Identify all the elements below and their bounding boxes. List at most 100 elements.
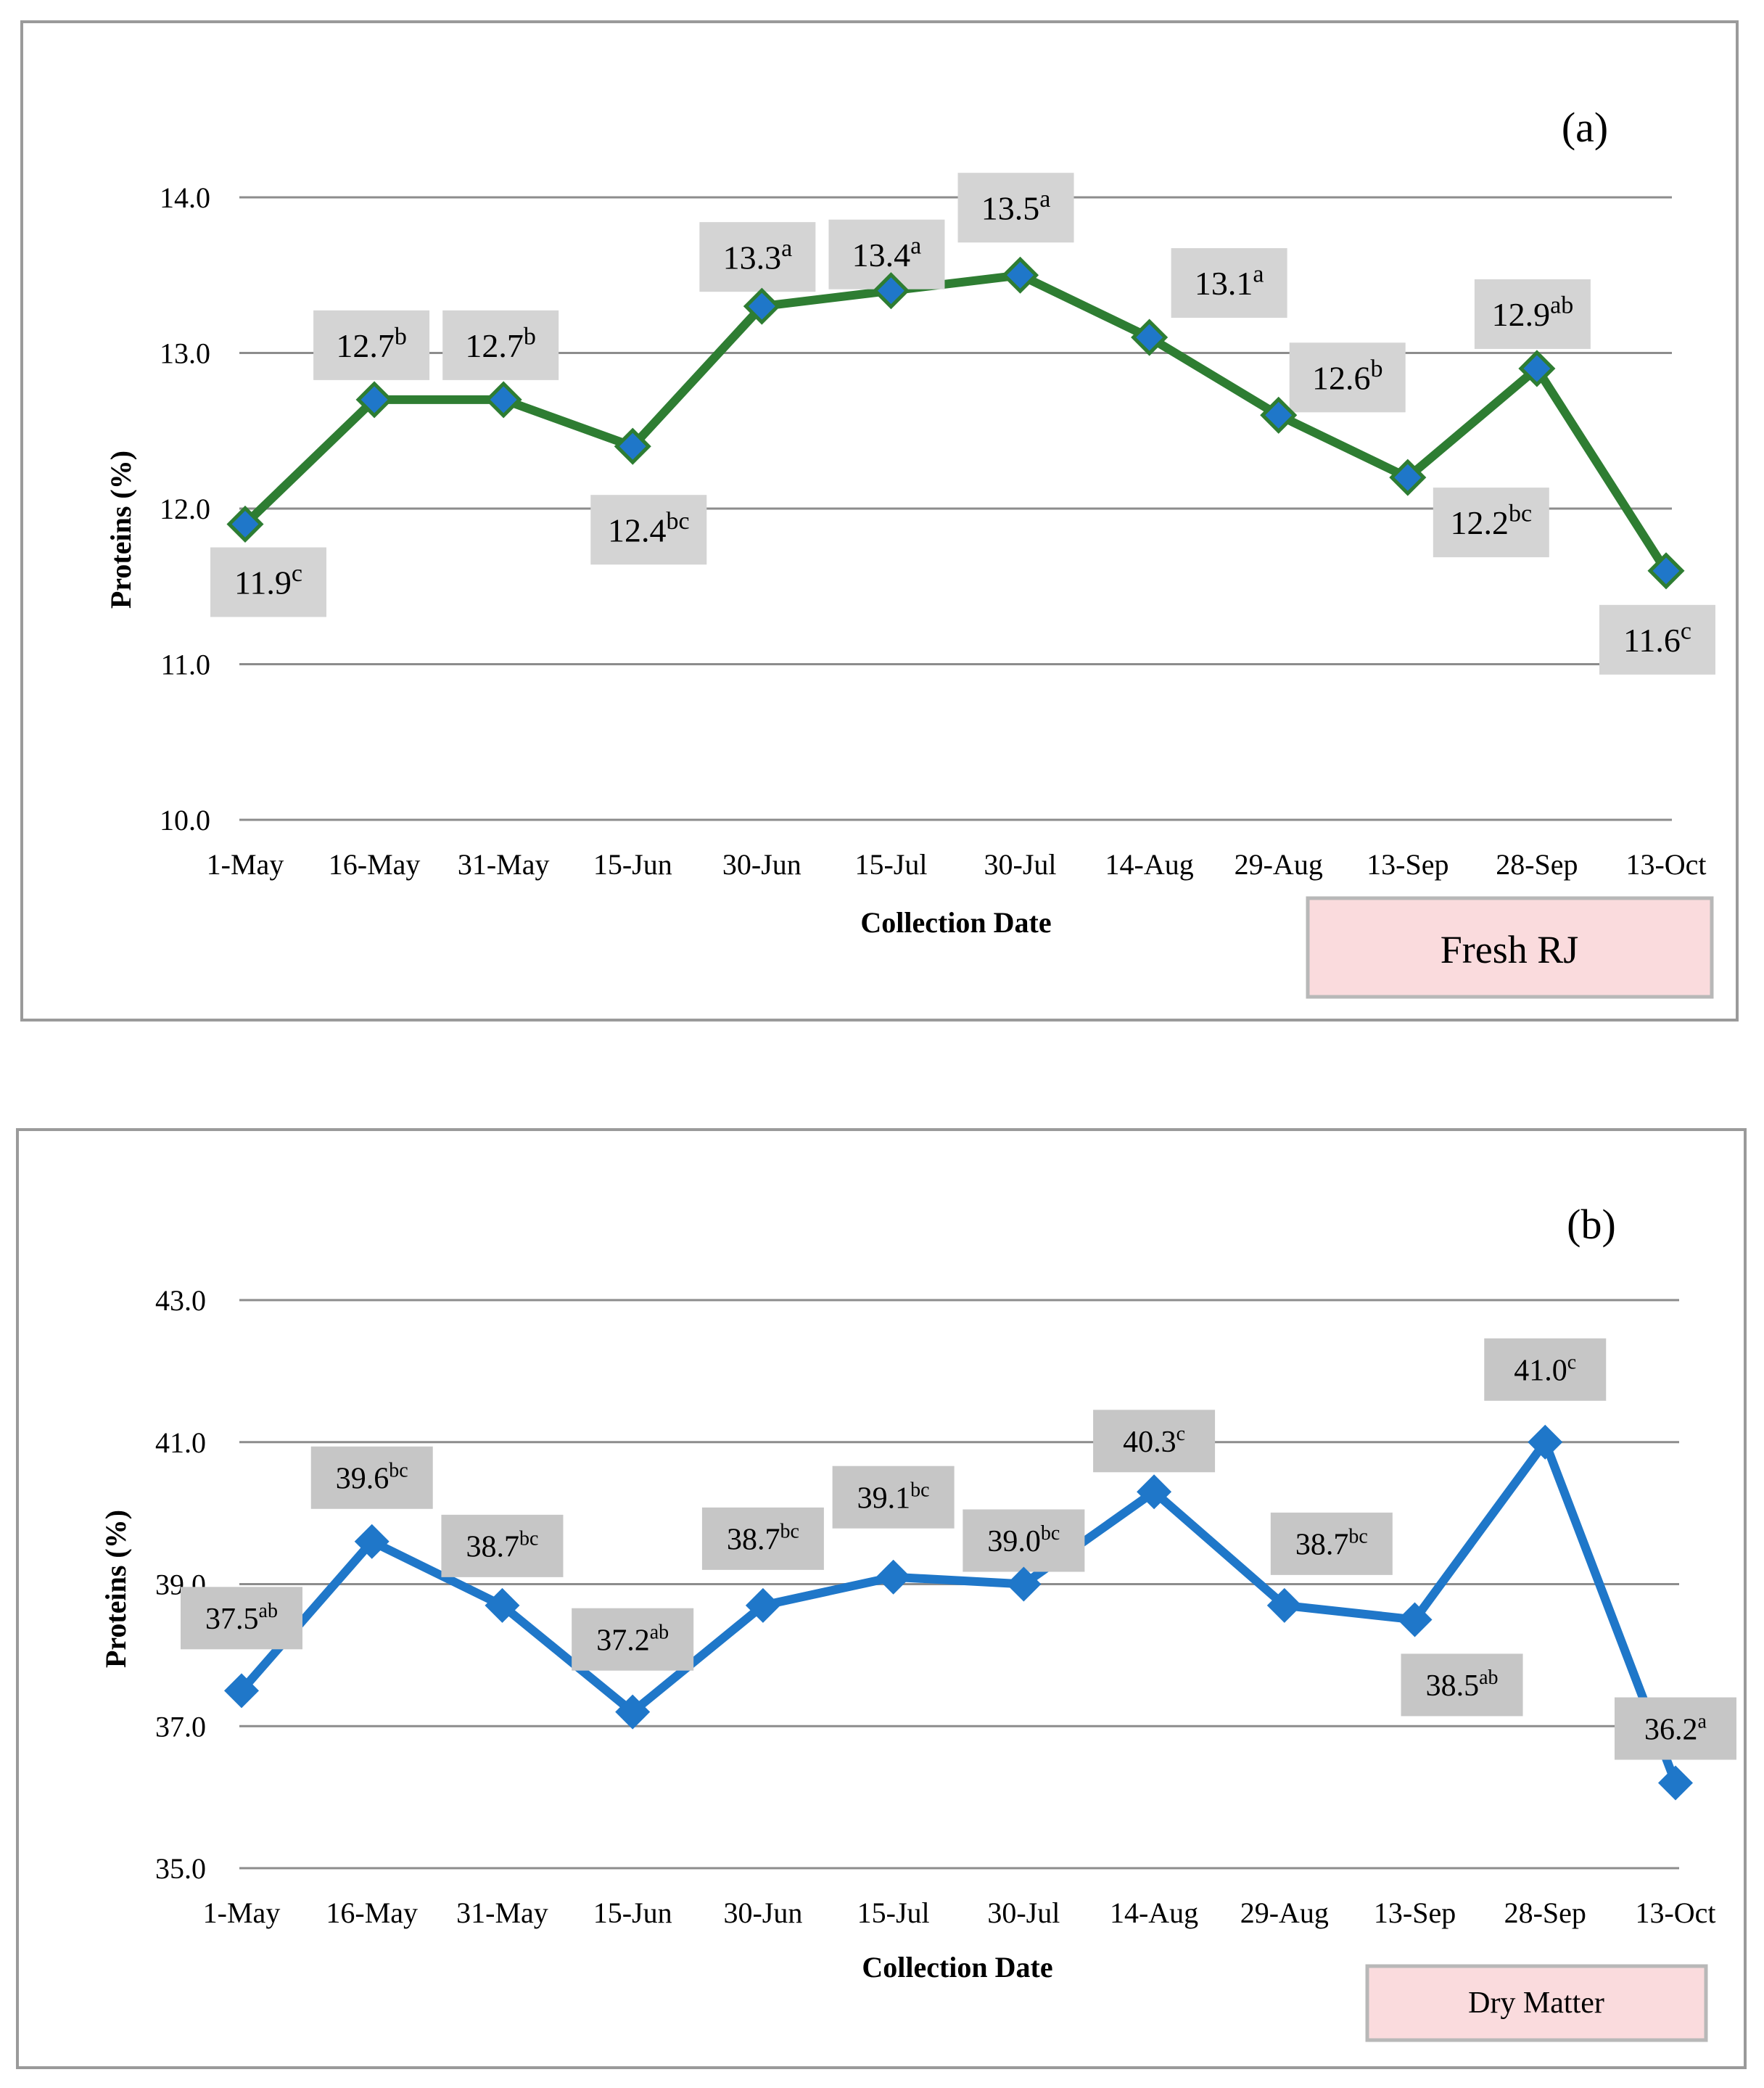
data-point-marker <box>1260 396 1298 434</box>
data-label-box <box>1401 1653 1523 1717</box>
data-label: 12.7b <box>313 310 430 380</box>
data-label-text: 39.6bc <box>336 1460 408 1496</box>
data-point-marker <box>1137 1474 1172 1510</box>
data-label-box <box>441 1514 564 1577</box>
y-tick-label: 14.0 <box>160 181 210 214</box>
panel-b-label: (b) <box>1567 1201 1616 1248</box>
data-label-text: 38.7bc <box>1295 1526 1368 1562</box>
data-point-marker <box>1647 552 1685 590</box>
panel-b-legend-box <box>1365 1964 1708 2042</box>
data-label-box <box>699 222 816 292</box>
data-label: 11.6c <box>1599 604 1715 675</box>
data-label: 13.5a <box>957 173 1074 243</box>
data-point-marker <box>745 1587 780 1623</box>
data-label-box <box>310 1446 433 1509</box>
data-label-text: 13.1a <box>1195 261 1264 302</box>
data-label-text: 12.2bc <box>1451 501 1533 541</box>
data-label-box <box>963 1509 1085 1572</box>
chart-panel-a: (a) 10.0 11.0 12.0 13.0 14.0 1-May 16-May 31-M… <box>20 20 1739 1022</box>
panel-a-x-ticks: 1-May 16-May 31-May 15-Jun 30-Jun 15-Jul 30-Ju… <box>207 848 1707 881</box>
data-label-text: 37.5ab <box>205 1600 278 1636</box>
data-label: 39.6bc <box>310 1446 433 1509</box>
data-point-marker <box>1528 1424 1563 1460</box>
panel-b-series-line <box>237 1437 1680 1788</box>
panel-b-legend-label: Dry Matter <box>1468 1986 1604 2020</box>
series-line <box>241 271 1670 575</box>
x-tick-label: 30-Jun <box>723 1896 802 1929</box>
data-label-text: 11.6c <box>1623 617 1691 658</box>
data-label-text: 38.5ab <box>1426 1666 1499 1703</box>
data-label: 13.3a <box>699 222 816 292</box>
data-label-box <box>313 310 430 380</box>
data-label: 12.2bc <box>1433 488 1549 558</box>
panel-b-data-labels: 37.5ab 39.6bc 38.7bc 37.2ab 38.7bc 39.1bc 39.0… <box>181 1338 1736 1760</box>
data-label: 12.6b <box>1289 342 1406 413</box>
y-tick-label: 11.0 <box>160 649 210 681</box>
data-label-text: 38.7bc <box>727 1521 799 1557</box>
data-label: 38.7bc <box>441 1514 564 1577</box>
data-label-box <box>1093 1410 1216 1473</box>
panel-b-markers <box>224 1424 1693 1801</box>
data-label-box <box>1433 488 1549 558</box>
x-tick-label: 30-Jun <box>722 848 801 881</box>
data-point-marker <box>1518 350 1556 387</box>
data-label-box <box>442 310 559 380</box>
data-label-box <box>701 1507 824 1570</box>
data-label-box <box>572 1608 694 1671</box>
data-point-marker <box>1397 1602 1433 1637</box>
x-tick-label: 16-May <box>329 848 421 881</box>
data-label-text: 38.7bc <box>466 1528 538 1564</box>
data-point-marker <box>875 1559 911 1595</box>
data-label-text: 12.6b <box>1312 355 1383 396</box>
panel-a-x-axis-title: Collection Date <box>860 906 1051 939</box>
data-label: 39.0bc <box>963 1509 1085 1572</box>
data-label-box <box>1474 279 1591 349</box>
x-tick-label: 13-Oct <box>1635 1896 1715 1929</box>
data-label-box <box>1615 1697 1736 1760</box>
x-tick-label: 28-Sep <box>1504 1896 1586 1929</box>
data-label-text: 13.4a <box>852 232 922 273</box>
data-label-box <box>1484 1338 1607 1401</box>
y-tick-label: 41.0 <box>155 1426 206 1459</box>
x-tick-label: 1-May <box>207 848 284 881</box>
data-point-marker <box>743 287 780 325</box>
data-label-text: 37.2ab <box>596 1621 669 1657</box>
y-tick-label: 10.0 <box>160 804 210 837</box>
x-tick-label: 15-Jun <box>593 1896 672 1929</box>
x-tick-label: 31-May <box>458 848 550 881</box>
x-tick-label: 13-Sep <box>1367 848 1448 881</box>
panel-a-y-axis-title: Proteins (%) <box>104 451 137 609</box>
data-point-marker <box>354 1524 390 1559</box>
data-label: 36.2a <box>1615 1697 1736 1760</box>
x-tick-label: 29-Aug <box>1240 1896 1329 1929</box>
x-tick-label: 31-May <box>456 1896 548 1929</box>
data-label: 38.7bc <box>701 1507 824 1570</box>
data-label-box <box>590 495 707 565</box>
panel-b-x-ticks: 1-May 16-May 31-May 15-Jun 30-Jun 15-Jul 30-Ju… <box>203 1896 1716 1929</box>
data-label-text: 13.3a <box>723 235 793 276</box>
data-point-marker <box>355 381 393 419</box>
data-label-text: 12.4bc <box>608 508 690 548</box>
panel-b-x-axis-title: Collection Date <box>862 1951 1052 1984</box>
panel-b-y-axis-title: Proteins (%) <box>99 1510 132 1668</box>
data-label-text: 12.7b <box>465 323 536 363</box>
data-label-text: 11.9c <box>234 560 302 601</box>
data-label-box <box>1599 604 1715 675</box>
data-label: 41.0c <box>1484 1338 1607 1401</box>
x-tick-label: 28-Sep <box>1496 848 1578 881</box>
panel-a-data-labels: 11.9c 12.7b 12.7b 12.4bc 13.3a 13.4a 13.5a 13.1… <box>210 173 1715 675</box>
x-tick-label: 14-Aug <box>1110 1896 1198 1929</box>
chart-panel-b: (b) 35.037.039.041.043.0 1-May 16-May 31-M… <box>16 1128 1747 2069</box>
data-point-marker <box>872 272 910 310</box>
data-label: 13.1a <box>1171 248 1287 318</box>
x-tick-label: 13-Sep <box>1374 1896 1456 1929</box>
data-point-marker <box>224 1673 259 1709</box>
data-label: 12.9ab <box>1474 279 1591 349</box>
data-label-box <box>181 1587 302 1650</box>
data-point-marker <box>485 1587 520 1623</box>
data-label-box <box>1171 248 1287 318</box>
panel-a-y-ticks: 10.0 11.0 12.0 13.0 14.0 <box>160 181 210 837</box>
data-label-box <box>957 173 1074 243</box>
panel-a-label: (a) <box>1562 104 1608 151</box>
